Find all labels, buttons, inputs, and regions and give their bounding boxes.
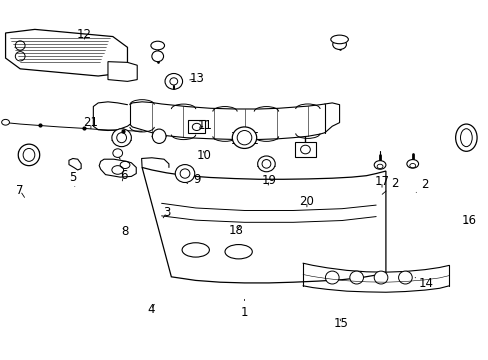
Text: 8: 8 [121, 225, 128, 238]
Text: 14: 14 [414, 277, 432, 290]
Ellipse shape [330, 35, 347, 44]
Text: 10: 10 [197, 149, 211, 162]
Text: 18: 18 [228, 224, 243, 238]
Ellipse shape [460, 129, 471, 147]
Polygon shape [99, 159, 136, 177]
Text: 1: 1 [240, 299, 248, 319]
Polygon shape [108, 62, 137, 81]
Ellipse shape [112, 129, 131, 147]
Text: 19: 19 [261, 174, 276, 186]
Ellipse shape [113, 149, 122, 157]
Text: 2: 2 [415, 178, 428, 193]
Text: 13: 13 [189, 72, 203, 85]
Text: 2: 2 [382, 177, 398, 194]
Polygon shape [142, 167, 385, 283]
Polygon shape [69, 158, 81, 170]
Text: 15: 15 [333, 317, 348, 330]
Ellipse shape [182, 243, 209, 257]
Ellipse shape [332, 40, 346, 49]
Text: 5: 5 [69, 171, 77, 186]
Ellipse shape [152, 129, 165, 143]
Text: 9: 9 [186, 173, 200, 186]
Text: 6: 6 [120, 169, 127, 182]
Ellipse shape [232, 127, 256, 148]
Text: 3: 3 [163, 207, 170, 220]
Ellipse shape [224, 244, 252, 259]
Text: 17: 17 [374, 175, 389, 188]
Ellipse shape [398, 271, 411, 284]
Text: 20: 20 [299, 195, 314, 208]
Polygon shape [5, 30, 127, 76]
Text: 21: 21 [83, 116, 98, 129]
Ellipse shape [1, 120, 9, 125]
Text: 12: 12 [77, 28, 92, 41]
Polygon shape [187, 121, 205, 134]
Ellipse shape [325, 271, 338, 284]
Text: 11: 11 [198, 119, 213, 132]
Ellipse shape [164, 73, 182, 89]
Ellipse shape [257, 156, 275, 172]
Text: 16: 16 [460, 214, 475, 227]
Text: 4: 4 [147, 303, 154, 316]
Polygon shape [294, 141, 316, 157]
Ellipse shape [18, 144, 40, 166]
Ellipse shape [406, 159, 418, 168]
Ellipse shape [175, 165, 194, 183]
Ellipse shape [373, 271, 387, 284]
Ellipse shape [455, 124, 476, 151]
Ellipse shape [151, 41, 164, 50]
Text: 7: 7 [17, 184, 24, 197]
Ellipse shape [152, 51, 163, 62]
Ellipse shape [373, 161, 385, 169]
Ellipse shape [349, 271, 363, 284]
